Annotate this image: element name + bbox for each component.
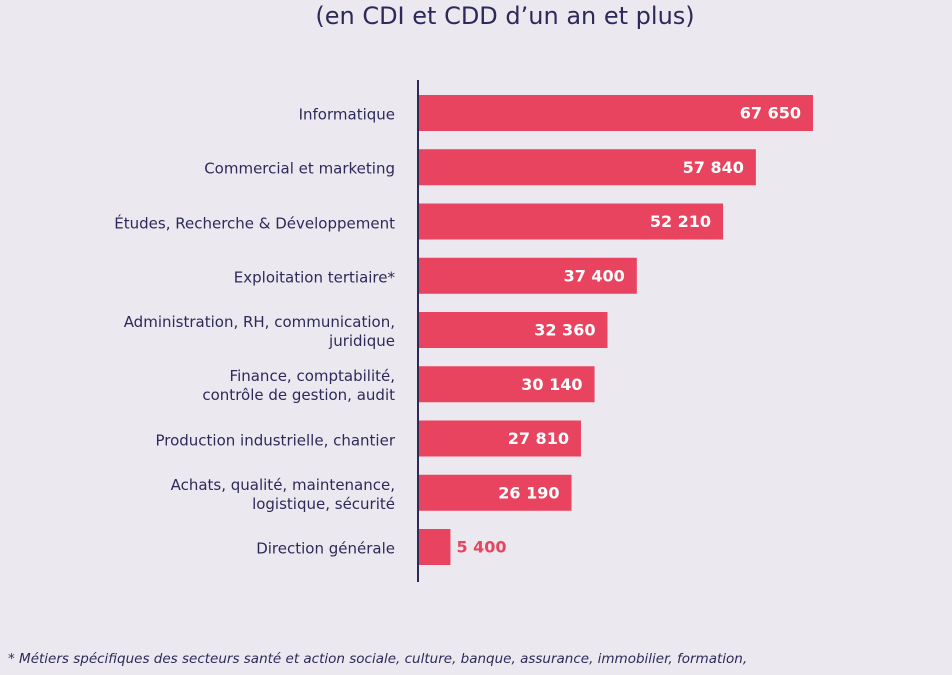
- bar: [419, 312, 608, 348]
- category-label: Production industrielle, chantier: [155, 431, 395, 449]
- category-label: Exploitation tertiaire*: [233, 268, 395, 287]
- bar: [419, 420, 581, 457]
- category-label: Informatique: [298, 105, 395, 124]
- category-label: Achats, qualité, maintenance, logistique…: [170, 475, 395, 513]
- bar: [419, 529, 451, 565]
- value-label: 5 400: [456, 538, 506, 557]
- value-label: 27 810: [508, 429, 569, 448]
- value-label: 30 140: [521, 375, 582, 394]
- footnote: * Métiers spécifiques des secteurs santé…: [8, 651, 748, 667]
- value-label: 32 360: [534, 321, 595, 340]
- chart-subtitle: (en CDI et CDD d’un an et plus): [315, 2, 695, 30]
- bar: [419, 149, 756, 186]
- category-label: Commercial et marketing: [204, 159, 395, 178]
- bar: [419, 257, 637, 294]
- value-label: 57 840: [683, 158, 744, 177]
- category-label: Finance, comptabilité, contrôle de gesti…: [202, 367, 395, 405]
- bar: [419, 474, 572, 511]
- value-label: 52 210: [650, 212, 711, 231]
- category-label: Administration, RH, communication, jurid…: [123, 313, 395, 350]
- value-label: 26 190: [498, 483, 559, 502]
- bar: [419, 203, 724, 240]
- category-label: Direction générale: [256, 539, 395, 558]
- category-label: Études, Recherche & Développement: [114, 214, 395, 232]
- value-label: 67 650: [740, 104, 801, 123]
- value-label: 37 400: [564, 266, 625, 285]
- bar: [419, 366, 595, 403]
- bar: [419, 95, 813, 131]
